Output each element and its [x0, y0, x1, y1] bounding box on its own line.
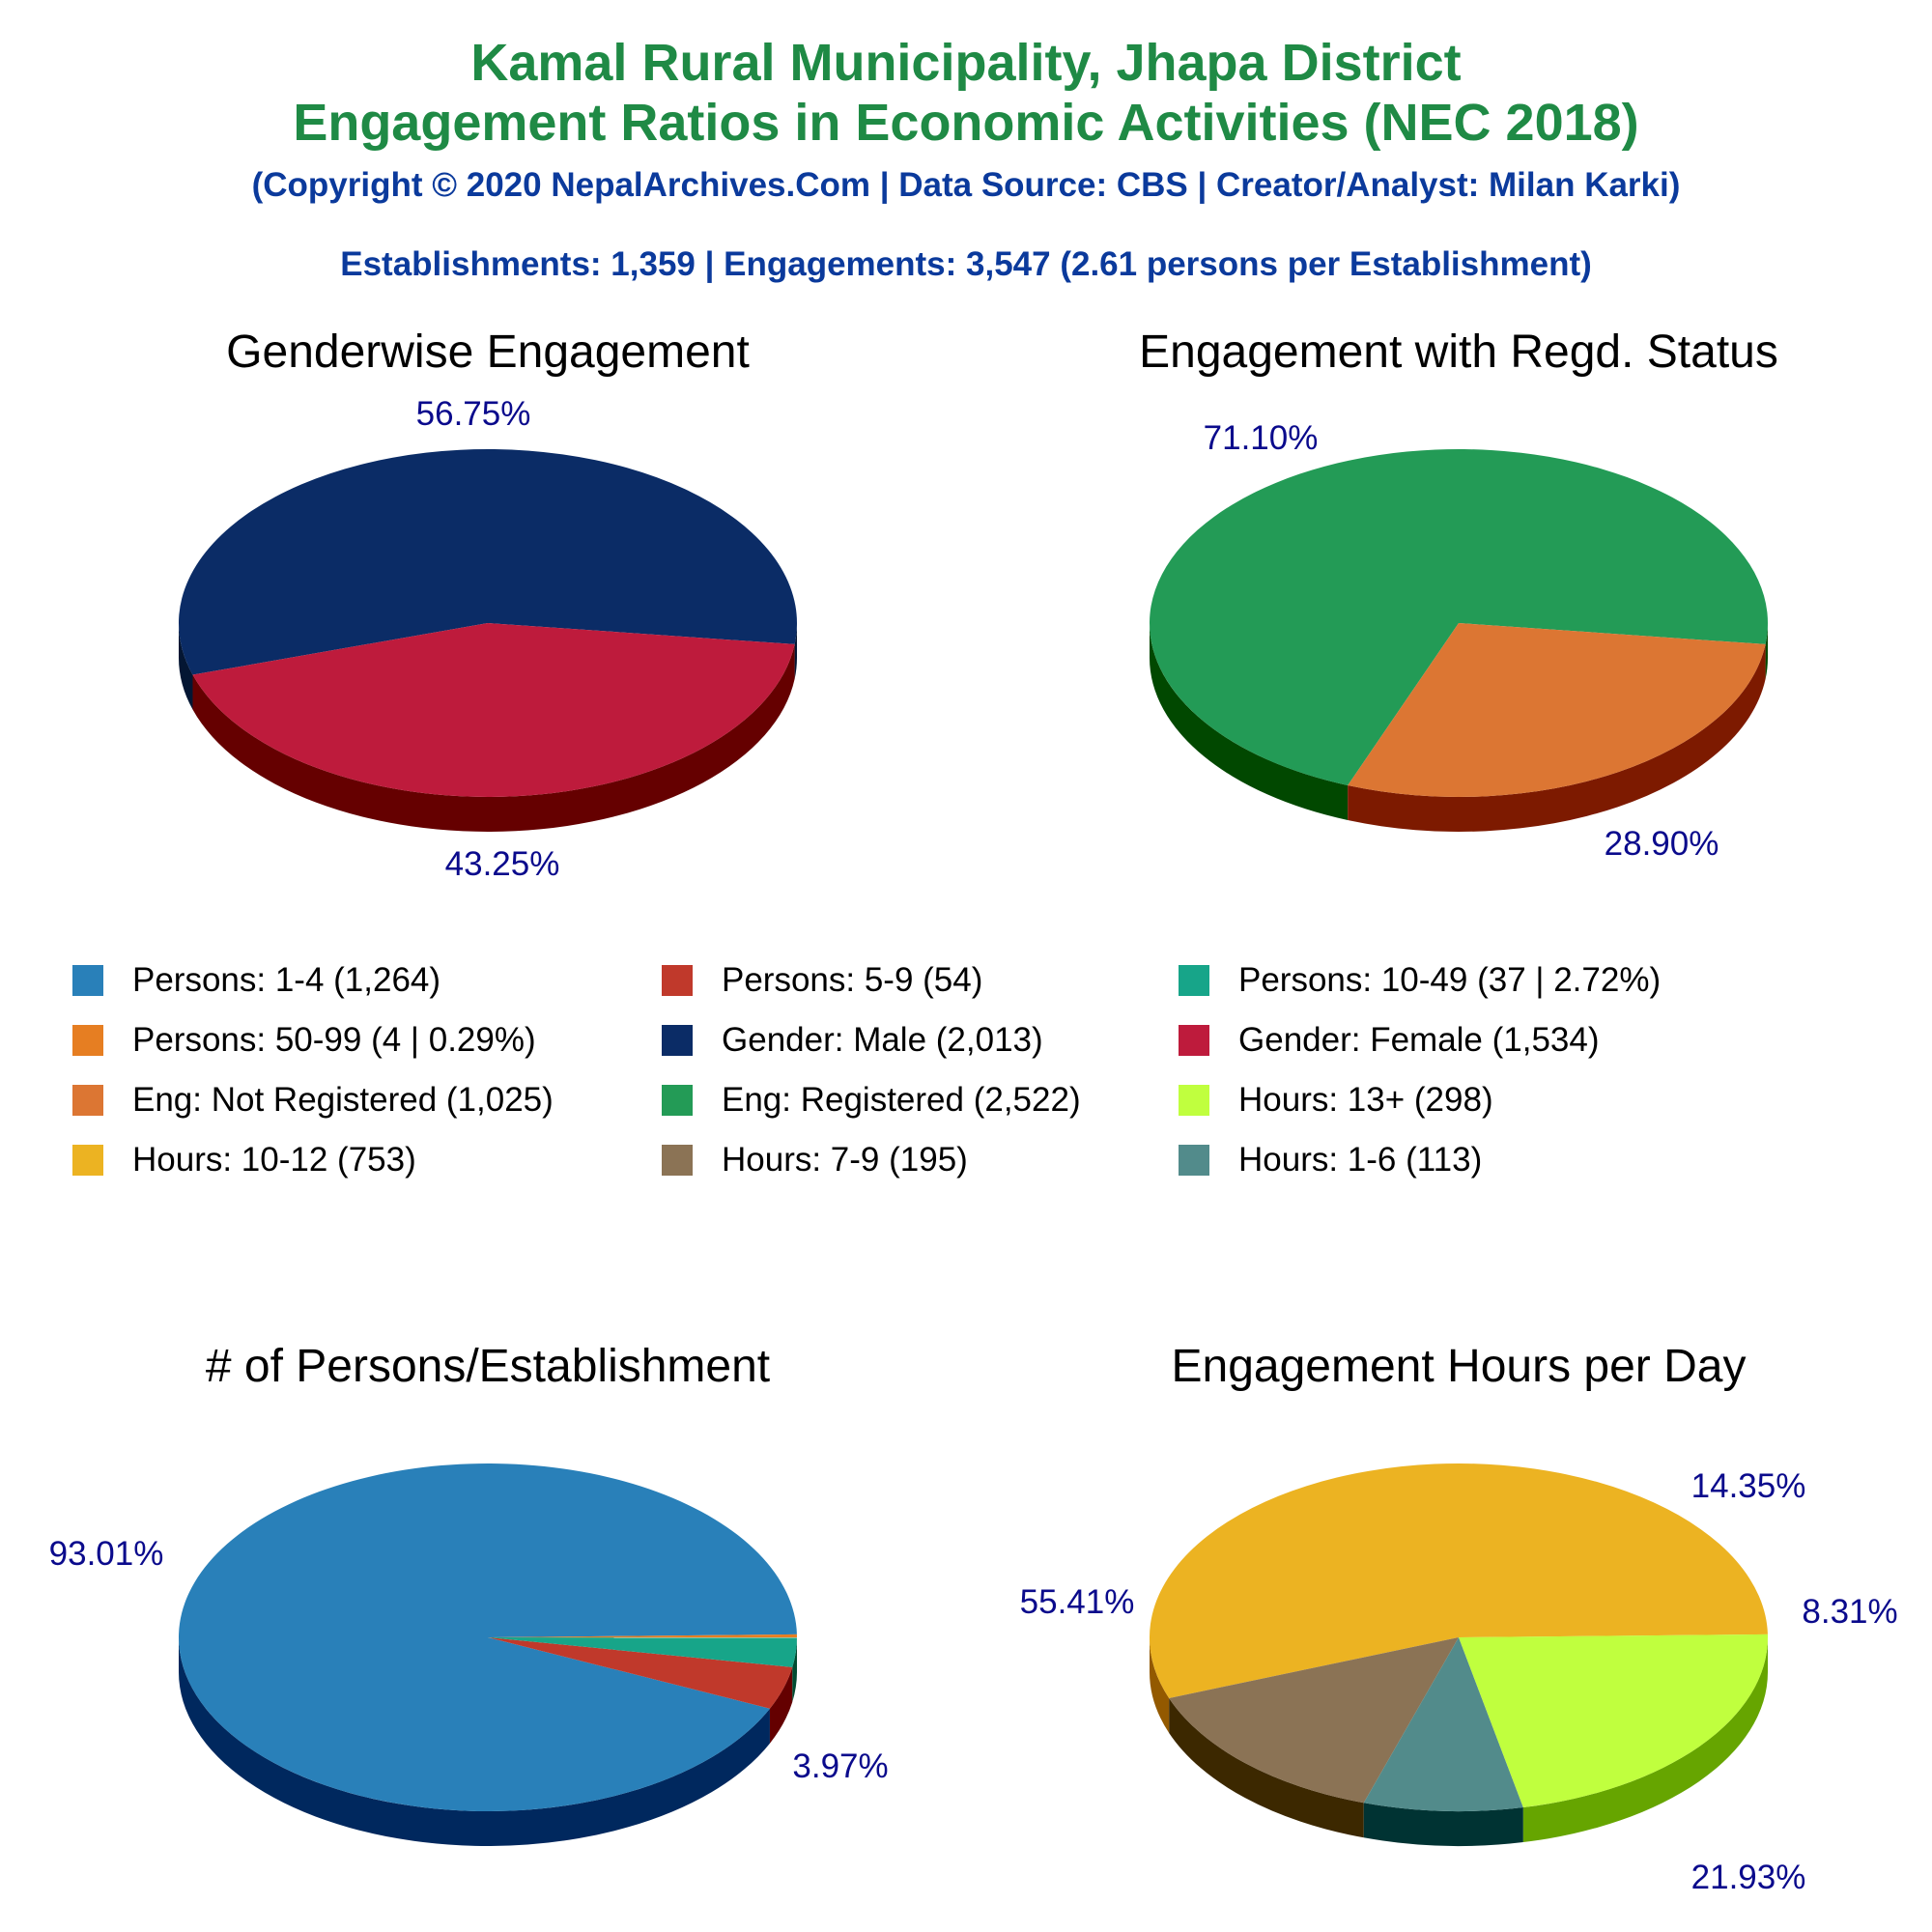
pie-slice-side — [1150, 623, 1349, 821]
percent-label: 43.25% — [445, 845, 560, 883]
pie-slice — [488, 1637, 793, 1709]
pie-chart-4 — [1150, 1463, 1768, 1847]
legend-label: Hours: 1-6 (113) — [1238, 1141, 1483, 1179]
legend-label: Gender: Male (2,013) — [722, 1021, 1043, 1059]
legend-swatch — [72, 1085, 103, 1116]
pie-slice-side — [792, 1637, 797, 1702]
pie-slice — [1149, 449, 1768, 786]
legend-item: Eng: Not Registered (1,025) — [72, 1081, 554, 1120]
copyright-line: (Copyright © 2020 NepalArchives.Com | Da… — [251, 166, 1681, 204]
chart-title: Engagement Hours per Day — [1172, 1341, 1747, 1392]
legend-item: Gender: Female (1,534) — [1179, 1021, 1600, 1060]
pie-slice — [488, 1634, 797, 1638]
legend-swatch — [1179, 1145, 1209, 1176]
legend-swatch — [662, 1085, 693, 1116]
pie-slice — [1459, 1634, 1768, 1808]
pie-slice-side — [1363, 1803, 1523, 1847]
percent-label: 55.41% — [1020, 1583, 1135, 1621]
legend-item: Persons: 1-4 (1,264) — [72, 961, 440, 1000]
pie-slice-side — [1348, 643, 1766, 832]
legend-swatch — [72, 1025, 103, 1056]
pie-slice-side — [1522, 1637, 1768, 1843]
pie-slice — [1150, 1463, 1768, 1698]
legend-item: Hours: 1-6 (113) — [1179, 1141, 1482, 1179]
page-title-line1: Kamal Rural Municipality, Jhapa District — [470, 34, 1462, 92]
percent-label: 93.01% — [49, 1535, 164, 1573]
legend-swatch — [662, 1025, 693, 1056]
legend-label: Persons: 1-4 (1,264) — [132, 961, 441, 999]
summary-line: Establishments: 1,359 | Engagements: 3,5… — [340, 245, 1592, 283]
legend-item: Eng: Registered (2,522) — [662, 1081, 1081, 1120]
percent-label: 21.93% — [1691, 1859, 1806, 1896]
legend-item: Hours: 7-9 (195) — [662, 1141, 968, 1179]
legend-item: Hours: 13+ (298) — [1179, 1081, 1493, 1120]
pie-slice-side — [1169, 1697, 1364, 1838]
percent-label: 3.97% — [792, 1747, 888, 1785]
pie-chart-1 — [179, 449, 797, 833]
chart-title: # of Persons/Establishment — [206, 1341, 770, 1392]
legend-swatch — [1179, 1025, 1209, 1056]
legend-label: Persons: 10-49 (37 | 2.72%) — [1238, 961, 1662, 999]
legend-label: Hours: 7-9 (195) — [722, 1141, 968, 1179]
legend-swatch — [662, 1145, 693, 1176]
legend-item: Hours: 10-12 (753) — [72, 1141, 416, 1179]
legend-label: Hours: 10-12 (753) — [132, 1141, 416, 1179]
pie-chart-3 — [179, 1463, 797, 1846]
legend-item: Gender: Male (2,013) — [662, 1021, 1043, 1060]
pie-slice — [192, 623, 795, 798]
pie-slice-side — [794, 623, 797, 679]
pie-slice — [179, 449, 797, 675]
pie-slice-side — [1150, 1637, 1170, 1733]
chart-title: Genderwise Engagement — [226, 327, 750, 378]
pie-slice — [179, 1463, 797, 1812]
chart-title: Engagement with Regd. Status — [1139, 327, 1778, 378]
pie-slice — [488, 1637, 797, 1667]
legend-swatch — [72, 965, 103, 996]
pie-slice — [1348, 623, 1766, 797]
percent-label: 56.75% — [416, 395, 531, 433]
legend-swatch — [1179, 965, 1209, 996]
pie-slice-side — [769, 1666, 793, 1744]
pie-slice — [1169, 1637, 1459, 1804]
legend-label: Persons: 50-99 (4 | 0.29%) — [132, 1021, 536, 1059]
legend-swatch — [662, 965, 693, 996]
percent-label: 8.31% — [1802, 1593, 1897, 1631]
legend-label: Gender: Female (1,534) — [1238, 1021, 1600, 1059]
legend-swatch — [1179, 1085, 1209, 1116]
pie-slice — [1363, 1637, 1523, 1811]
legend-swatch — [72, 1145, 103, 1176]
legend-item: Persons: 10-49 (37 | 2.72%) — [1179, 961, 1661, 1000]
legend-label: Persons: 5-9 (54) — [722, 961, 983, 999]
legend-label: Eng: Registered (2,522) — [722, 1081, 1081, 1119]
legend-label: Hours: 13+ (298) — [1238, 1081, 1493, 1119]
percent-label: 71.10% — [1204, 419, 1319, 457]
percent-label: 28.90% — [1605, 825, 1719, 863]
page-title-line2: Engagement Ratios in Economic Activities… — [293, 94, 1639, 152]
legend-item: Persons: 50-99 (4 | 0.29%) — [72, 1021, 536, 1060]
pie-slice-side — [179, 623, 193, 710]
pie-slice-side — [192, 643, 795, 833]
percent-label: 14.35% — [1691, 1467, 1806, 1505]
pie-slice-side — [179, 1637, 770, 1846]
pie-chart-2 — [1149, 449, 1768, 832]
legend-item: Persons: 5-9 (54) — [662, 961, 982, 1000]
legend-label: Eng: Not Registered (1,025) — [132, 1081, 554, 1119]
pie-slice-side — [1765, 623, 1768, 679]
